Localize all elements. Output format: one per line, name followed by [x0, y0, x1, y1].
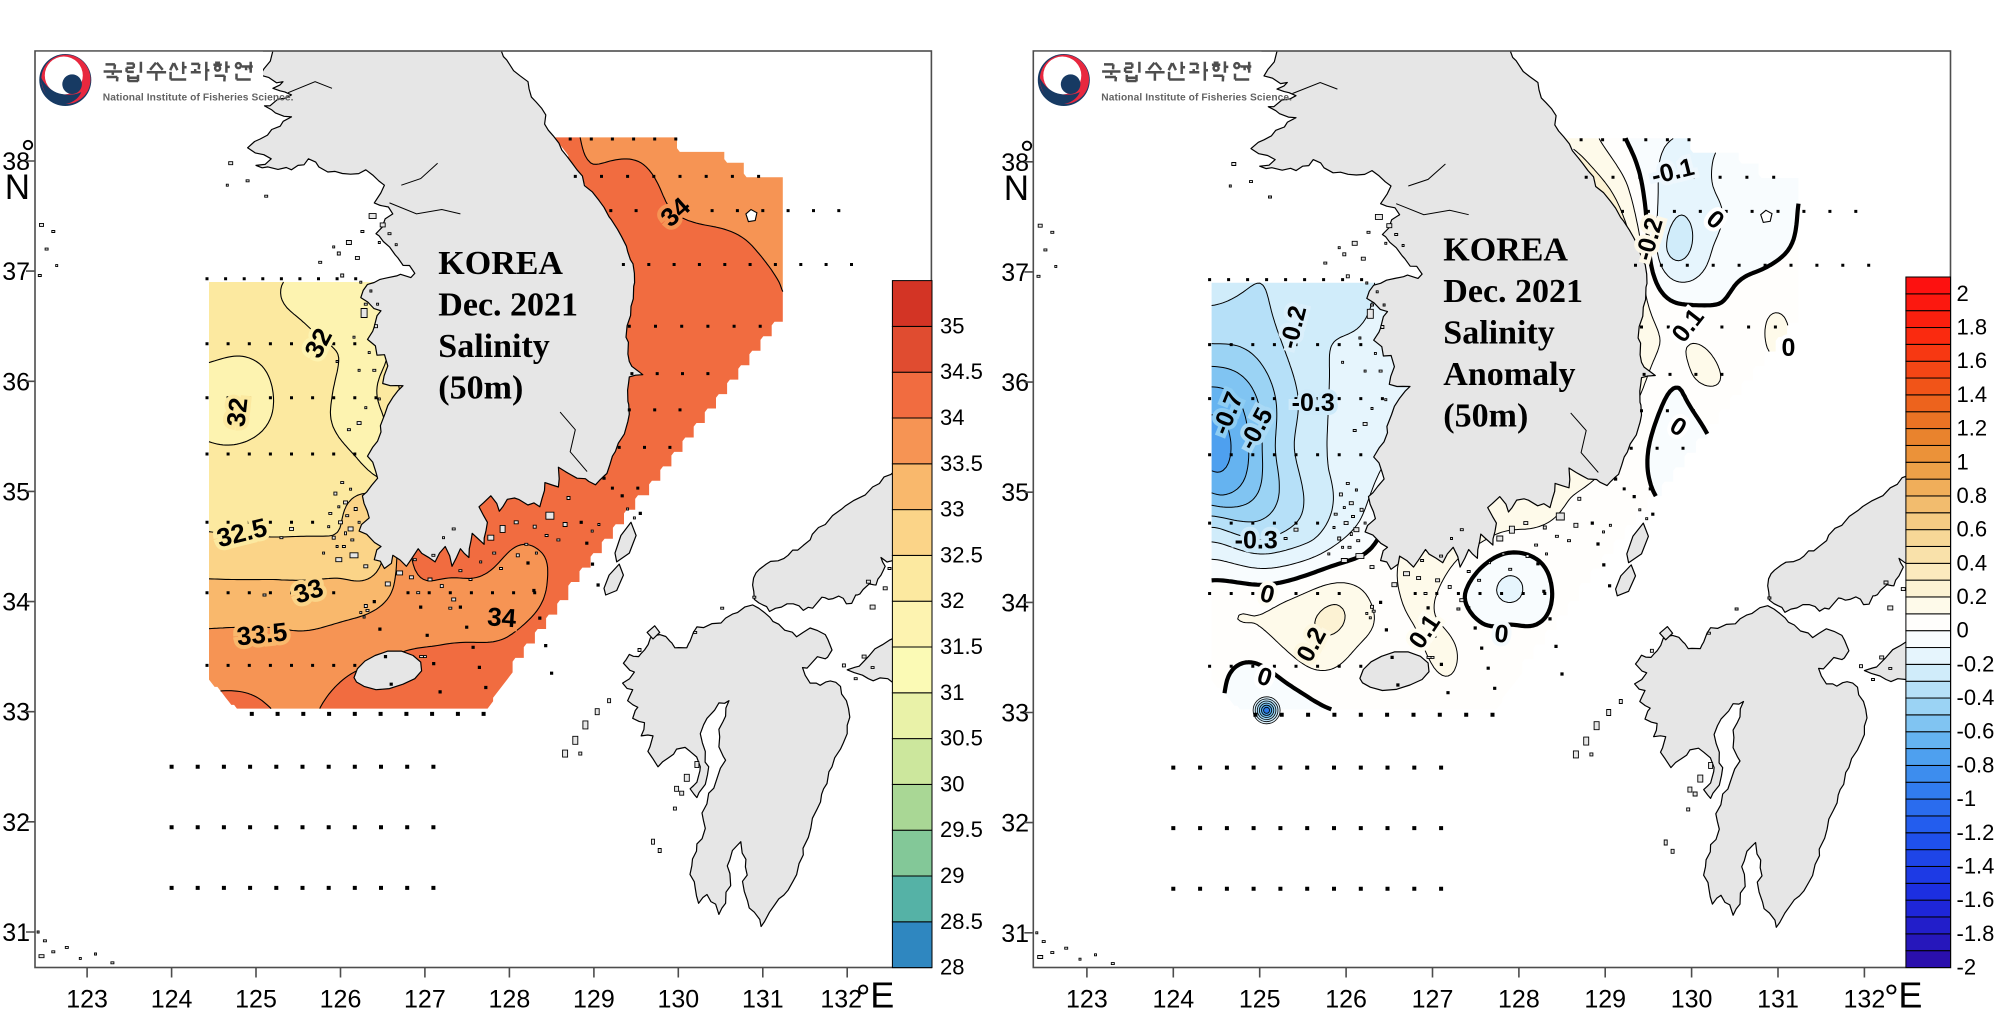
- svg-text:132: 132: [1844, 986, 1886, 1014]
- svg-text:34: 34: [940, 405, 964, 430]
- svg-text:34: 34: [486, 601, 517, 633]
- svg-text:Anomaly: Anomaly: [1443, 356, 1575, 393]
- svg-text:-0.2: -0.2: [1957, 651, 1995, 676]
- svg-text:34: 34: [1001, 589, 1029, 617]
- svg-text:(50m): (50m): [1443, 397, 1528, 434]
- svg-text:0: 0: [1493, 620, 1510, 649]
- svg-text:-0.3: -0.3: [1235, 527, 1278, 555]
- svg-text:1.2: 1.2: [1957, 416, 1988, 441]
- svg-text:34.5: 34.5: [940, 359, 983, 384]
- svg-text:127: 127: [404, 986, 446, 1014]
- svg-text:132: 132: [820, 986, 862, 1014]
- svg-text:36: 36: [2, 368, 30, 396]
- svg-text:0.2: 0.2: [1957, 584, 1988, 609]
- svg-text:32: 32: [940, 588, 964, 613]
- svg-text:124: 124: [1152, 986, 1194, 1014]
- svg-text:35: 35: [940, 313, 964, 338]
- svg-text:131: 131: [1757, 986, 1799, 1014]
- svg-text:1: 1: [1957, 449, 1969, 474]
- svg-text:33: 33: [2, 699, 30, 727]
- svg-text:31: 31: [940, 680, 964, 705]
- svg-text:1.6: 1.6: [1957, 348, 1988, 373]
- svg-text:2: 2: [1957, 281, 1969, 306]
- svg-text:(50m): (50m): [438, 370, 523, 407]
- svg-text:33.5: 33.5: [940, 451, 983, 476]
- svg-text:33: 33: [940, 497, 964, 522]
- svg-text:1.8: 1.8: [1957, 315, 1988, 340]
- svg-text:130: 130: [657, 986, 699, 1014]
- svg-text:-0.8: -0.8: [1957, 752, 1995, 777]
- svg-text:0.8: 0.8: [1957, 483, 1988, 508]
- svg-text:123: 123: [1066, 986, 1108, 1014]
- svg-text:National Institute of Fisherie: National Institute of Fisheries Science.: [1101, 93, 1292, 104]
- svg-text:0.6: 0.6: [1957, 517, 1988, 542]
- svg-text:35: 35: [1001, 479, 1029, 507]
- svg-text:Dec. 2021: Dec. 2021: [1443, 273, 1583, 310]
- svg-text:Salinity: Salinity: [1443, 314, 1554, 351]
- svg-text:129: 129: [573, 986, 615, 1014]
- svg-text:28: 28: [940, 955, 964, 980]
- svg-text:31: 31: [2, 919, 30, 947]
- svg-text:-0.6: -0.6: [1957, 719, 1995, 744]
- svg-text:-1.4: -1.4: [1957, 854, 1995, 879]
- svg-text:28.5: 28.5: [940, 909, 983, 934]
- svg-text:32: 32: [2, 809, 30, 837]
- svg-text:128: 128: [1498, 986, 1540, 1014]
- svg-text:125: 125: [1239, 986, 1281, 1014]
- svg-text:125: 125: [235, 986, 277, 1014]
- svg-text:128: 128: [489, 986, 531, 1014]
- svg-text:KOREA: KOREA: [438, 245, 563, 282]
- svg-text:30: 30: [940, 771, 964, 796]
- svg-text:-2: -2: [1957, 955, 1977, 980]
- svg-text:Dec. 2021: Dec. 2021: [438, 287, 578, 324]
- svg-text:-1.2: -1.2: [1957, 820, 1995, 845]
- svg-text:29: 29: [940, 863, 964, 888]
- svg-text:1.4: 1.4: [1957, 382, 1988, 407]
- svg-text:31.5: 31.5: [940, 634, 983, 659]
- svg-text:N: N: [1004, 169, 1029, 208]
- svg-text:E: E: [1898, 975, 1922, 1016]
- svg-text:KOREA: KOREA: [1443, 231, 1568, 268]
- svg-text:126: 126: [1325, 986, 1367, 1014]
- svg-text:123: 123: [66, 986, 108, 1014]
- svg-text:0.4: 0.4: [1957, 550, 1988, 575]
- svg-text:131: 131: [742, 986, 784, 1014]
- svg-text:-1: -1: [1957, 786, 1977, 811]
- svg-text:E: E: [870, 975, 894, 1016]
- svg-text:-1.8: -1.8: [1957, 921, 1995, 946]
- svg-text:33.5: 33.5: [235, 616, 288, 651]
- svg-text:-1.6: -1.6: [1957, 887, 1995, 912]
- svg-text:National Institute of Fisherie: National Institute of Fisheries Science.: [103, 93, 294, 104]
- svg-text:37: 37: [1001, 259, 1029, 287]
- svg-text:-0.3: -0.3: [1292, 389, 1335, 417]
- svg-text:35: 35: [2, 478, 30, 506]
- svg-text:127: 127: [1412, 986, 1454, 1014]
- svg-text:130: 130: [1671, 986, 1713, 1014]
- svg-text:0: 0: [1957, 618, 1969, 643]
- svg-text:31: 31: [1001, 920, 1029, 948]
- svg-text:-0.4: -0.4: [1957, 685, 1995, 710]
- svg-text:37: 37: [2, 258, 30, 286]
- svg-text:Salinity: Salinity: [438, 328, 549, 365]
- svg-text:32.5: 32.5: [940, 542, 983, 567]
- svg-text:36: 36: [1001, 369, 1029, 397]
- svg-text:32: 32: [1001, 810, 1029, 838]
- svg-text:124: 124: [151, 986, 193, 1014]
- svg-text:34: 34: [2, 589, 30, 617]
- svg-text:126: 126: [320, 986, 362, 1014]
- svg-text:29.5: 29.5: [940, 817, 983, 842]
- svg-text:N: N: [5, 168, 30, 207]
- svg-text:0: 0: [1781, 334, 1795, 362]
- svg-text:32: 32: [221, 396, 254, 428]
- svg-text:30.5: 30.5: [940, 726, 983, 751]
- svg-text:129: 129: [1584, 986, 1626, 1014]
- svg-text:33: 33: [1001, 700, 1029, 728]
